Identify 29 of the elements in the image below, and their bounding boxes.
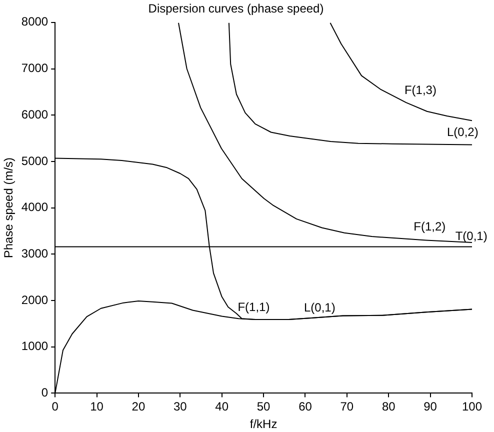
y-tick-label: 1000: [21, 339, 48, 354]
x-tick-label: 60: [298, 400, 312, 414]
x-tick-label: 70: [340, 400, 354, 414]
chart-title: Dispersion curves (phase speed): [148, 2, 324, 16]
x-tick-label: 40: [215, 400, 229, 414]
x-tick-label: 10: [90, 400, 104, 414]
x-tick-label: 20: [132, 400, 146, 414]
y-tick-label: 5000: [21, 154, 48, 168]
annotation: L(0,2): [446, 125, 478, 140]
annotation: F(1,1): [238, 300, 270, 314]
y-tick-label: 3000: [21, 246, 48, 260]
y-tick-label: 7000: [21, 61, 48, 76]
x-tick-label: 50: [256, 400, 271, 414]
y-tick-label: 4000: [21, 200, 48, 214]
y-tick-label: 6000: [21, 107, 48, 122]
annotation: F(1,2): [414, 220, 446, 234]
annotation: L(0,1): [304, 300, 336, 315]
y-axis-title: Phase speed (m/s): [2, 157, 16, 258]
y-tick-label: 0: [41, 386, 48, 400]
x-axis-title: f/kHz: [250, 417, 278, 432]
x-tick-label: 80: [382, 400, 396, 414]
x-tick-label: 100: [462, 400, 482, 414]
annotation: T(0,1): [455, 229, 488, 244]
x-tick-label: 30: [173, 400, 188, 414]
x-tick-label: 0: [52, 400, 59, 414]
y-tick-label: 8000: [21, 14, 48, 29]
annotation: F(1,3): [404, 82, 436, 97]
x-tick-label: 90: [424, 400, 438, 414]
y-tick-label: 2000: [21, 292, 48, 307]
